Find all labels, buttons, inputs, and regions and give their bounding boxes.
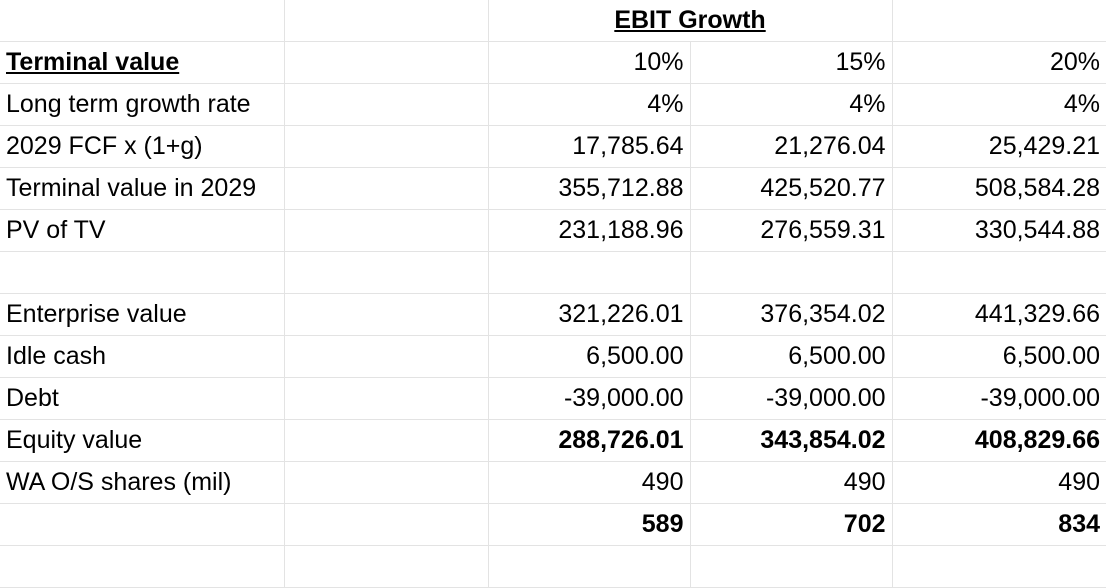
value-cell[interactable]: 6,500.00 [689, 335, 893, 378]
value-cell[interactable]: 6,500.00 [891, 335, 1106, 378]
value-cell[interactable]: 355,712.88 [487, 167, 691, 210]
cell-empty[interactable] [283, 545, 489, 588]
value-cell[interactable]: 490 [689, 461, 893, 504]
value-cell[interactable] [891, 545, 1106, 588]
row-label[interactable]: Terminal value in 2029 [0, 167, 285, 210]
value-cell[interactable]: 17,785.64 [487, 125, 691, 168]
value-cell[interactable]: -39,000.00 [891, 377, 1106, 420]
table-row: Idle cash 6,500.00 6,500.00 6,500.00 [0, 335, 1106, 378]
cell-empty[interactable] [283, 0, 489, 42]
cell-empty[interactable] [283, 167, 489, 210]
value-cell[interactable]: 4% [891, 83, 1106, 126]
table-row: WA O/S shares (mil) 490 490 490 [0, 461, 1106, 504]
value-cell[interactable]: 408,829.66 [891, 419, 1106, 462]
value-cell[interactable] [487, 251, 691, 294]
ebit-growth-header[interactable]: EBIT Growth [487, 0, 893, 42]
column-header-20[interactable]: 20% [891, 41, 1106, 84]
value-cell[interactable]: 508,584.28 [891, 167, 1106, 210]
table-row [0, 251, 1106, 294]
cell-empty[interactable] [283, 251, 489, 294]
row-label[interactable]: Enterprise value [0, 293, 285, 336]
cell-empty[interactable] [283, 125, 489, 168]
cell-empty[interactable] [283, 83, 489, 126]
value-cell[interactable]: 321,226.01 [487, 293, 691, 336]
row-label[interactable] [0, 503, 285, 546]
table-row: Long term growth rate 4% 4% 4% [0, 83, 1106, 126]
row-label[interactable]: PV of TV [0, 209, 285, 252]
value-cell[interactable]: 231,188.96 [487, 209, 691, 252]
cell-empty[interactable] [283, 293, 489, 336]
value-cell[interactable]: 21,276.04 [689, 125, 893, 168]
table-row: Enterprise value 321,226.01 376,354.02 441,… [0, 293, 1106, 336]
table-row: PV of TV 231,188.96 276,559.31 330,544.88 [0, 209, 1106, 252]
column-header-10[interactable]: 10% [487, 41, 691, 84]
value-cell[interactable]: 25,429.21 [891, 125, 1106, 168]
row-label[interactable]: Equity value [0, 419, 285, 462]
value-cell[interactable] [689, 545, 893, 588]
header-group-row: EBIT Growth [0, 0, 1106, 42]
row-label[interactable]: Long term growth rate [0, 83, 285, 126]
row-label[interactable]: WA O/S shares (mil) [0, 461, 285, 504]
header-columns-row: Terminal value 10% 15% 20% [0, 41, 1106, 84]
value-cell[interactable]: 4% [689, 83, 893, 126]
row-label[interactable] [0, 251, 285, 294]
row-label[interactable]: Debt [0, 377, 285, 420]
cell-empty[interactable] [283, 41, 489, 84]
cell-empty[interactable] [283, 461, 489, 504]
column-header-15[interactable]: 15% [689, 41, 893, 84]
value-cell[interactable]: -39,000.00 [487, 377, 691, 420]
row-label[interactable]: Idle cash [0, 335, 285, 378]
value-cell[interactable]: 376,354.02 [689, 293, 893, 336]
value-cell[interactable]: 4% [487, 83, 691, 126]
row-label[interactable] [0, 545, 285, 588]
value-cell[interactable]: 6,500.00 [487, 335, 691, 378]
value-cell[interactable]: 490 [487, 461, 691, 504]
table-row [0, 545, 1106, 588]
value-cell[interactable]: 276,559.31 [689, 209, 893, 252]
cell-empty[interactable] [283, 377, 489, 420]
table-row: Equity value 288,726.01 343,854.02 408,829.… [0, 419, 1106, 462]
cell-empty[interactable] [283, 335, 489, 378]
value-cell[interactable]: 425,520.77 [689, 167, 893, 210]
cell-empty[interactable] [891, 0, 1106, 42]
value-cell[interactable]: 288,726.01 [487, 419, 691, 462]
table-row: Terminal value in 2029 355,712.88 425,520.… [0, 167, 1106, 210]
section-title[interactable]: Terminal value [0, 41, 285, 84]
value-cell[interactable]: 490 [891, 461, 1106, 504]
cell-empty[interactable] [283, 419, 489, 462]
value-cell[interactable] [487, 545, 691, 588]
value-cell[interactable]: 589 [487, 503, 691, 546]
cell-empty[interactable] [283, 503, 489, 546]
value-cell[interactable]: 441,329.66 [891, 293, 1106, 336]
value-cell[interactable]: 330,544.88 [891, 209, 1106, 252]
cell-empty[interactable] [283, 209, 489, 252]
value-cell[interactable]: 834 [891, 503, 1106, 546]
cell-empty[interactable] [0, 0, 285, 42]
value-cell[interactable] [891, 251, 1106, 294]
row-label[interactable]: 2029 FCF x (1+g) [0, 125, 285, 168]
table-row: 589 702 834 [0, 503, 1106, 546]
value-cell[interactable]: 343,854.02 [689, 419, 893, 462]
value-cell[interactable] [689, 251, 893, 294]
value-cell[interactable]: -39,000.00 [689, 377, 893, 420]
table-row: Debt -39,000.00 -39,000.00 -39,000.00 [0, 377, 1106, 420]
table-row: 2029 FCF x (1+g) 17,785.64 21,276.04 25,429… [0, 125, 1106, 168]
value-cell[interactable]: 702 [689, 503, 893, 546]
